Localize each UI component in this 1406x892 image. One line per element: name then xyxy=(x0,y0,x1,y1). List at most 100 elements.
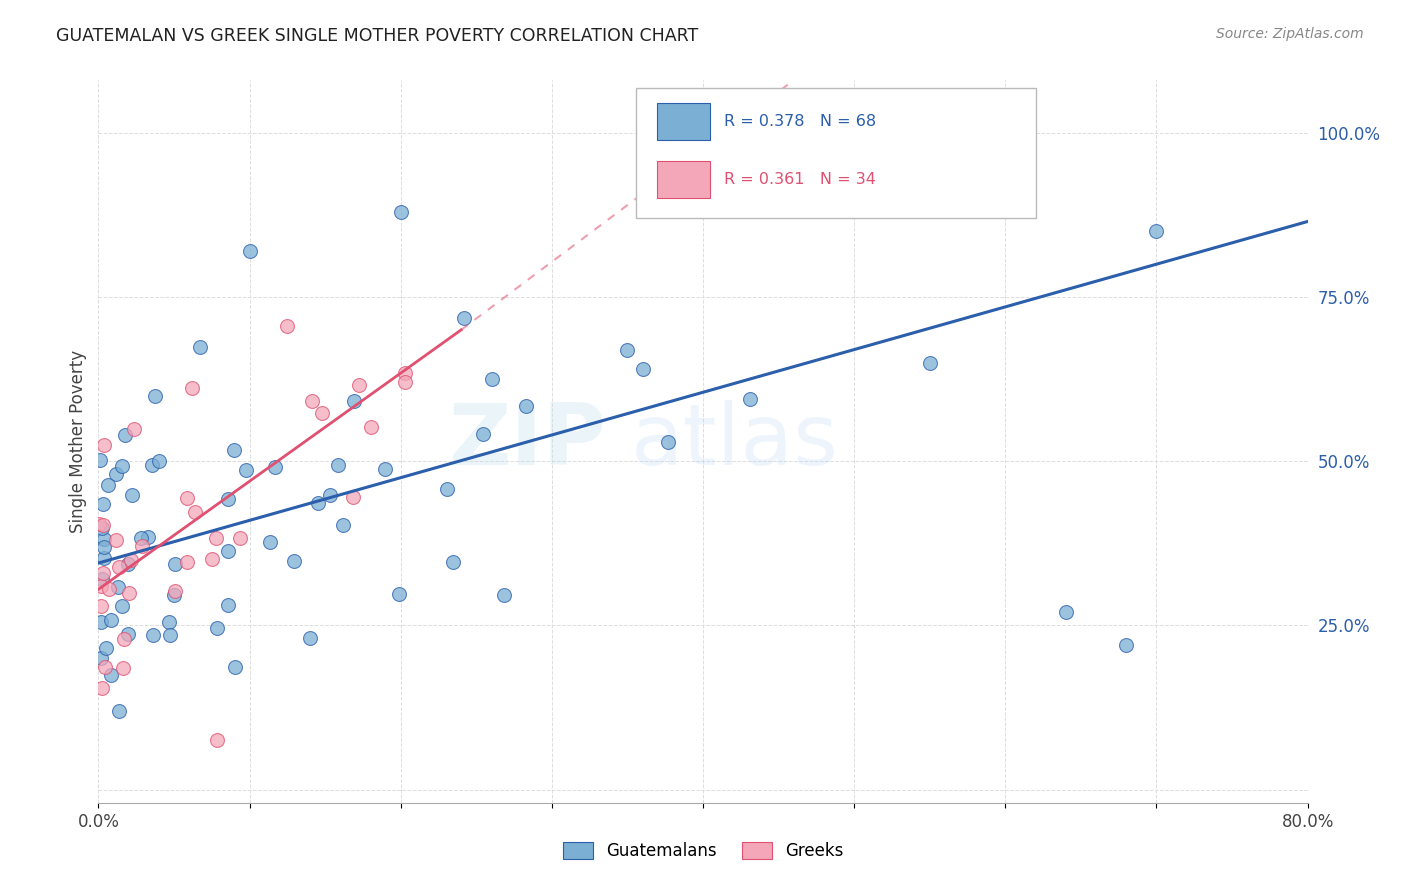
Point xyxy=(129,531,152,545)
Text: ZIP: ZIP xyxy=(449,400,606,483)
Point xyxy=(90,615,112,630)
Point xyxy=(205,732,228,747)
Point xyxy=(481,372,503,386)
Point xyxy=(263,459,285,474)
Point xyxy=(136,530,159,544)
Point xyxy=(207,621,229,635)
Point xyxy=(301,393,323,408)
Text: R = 0.361   N = 34: R = 0.361 N = 34 xyxy=(724,172,876,186)
Point xyxy=(111,458,134,473)
Point xyxy=(90,599,112,613)
Point xyxy=(181,381,204,395)
Point xyxy=(492,588,515,602)
Point xyxy=(515,399,537,413)
Point xyxy=(120,552,142,566)
Point xyxy=(91,521,114,535)
Point xyxy=(93,438,115,452)
Point xyxy=(100,668,122,682)
Point xyxy=(89,516,111,531)
Point xyxy=(142,628,165,642)
Point xyxy=(90,681,112,695)
Point xyxy=(118,585,141,599)
Point xyxy=(93,517,115,532)
Point xyxy=(472,427,495,442)
Point xyxy=(217,543,239,558)
Point xyxy=(332,518,354,533)
Text: GUATEMALAN VS GREEK SINGLE MOTHER POVERTY CORRELATION CHART: GUATEMALAN VS GREEK SINGLE MOTHER POVERT… xyxy=(56,27,699,45)
Legend: Guatemalans, Greeks: Guatemalans, Greeks xyxy=(555,835,851,867)
Point xyxy=(111,599,134,614)
Point xyxy=(307,496,329,510)
Point xyxy=(360,419,382,434)
Point xyxy=(105,533,128,547)
Point xyxy=(114,428,136,442)
Point xyxy=(394,375,416,389)
Point xyxy=(165,583,187,598)
Point xyxy=(93,540,115,554)
Point xyxy=(283,554,305,568)
Point xyxy=(229,531,252,545)
Point xyxy=(117,627,139,641)
Point xyxy=(657,435,679,450)
Point xyxy=(188,340,211,354)
Point xyxy=(108,560,131,574)
Point xyxy=(394,366,416,380)
Point xyxy=(143,389,166,403)
Point xyxy=(176,491,198,505)
Point xyxy=(740,392,762,406)
Point xyxy=(93,551,115,566)
Point xyxy=(107,580,129,594)
Point xyxy=(105,467,128,481)
Point xyxy=(131,539,153,553)
Text: R = 0.378   N = 68: R = 0.378 N = 68 xyxy=(724,114,876,129)
Point xyxy=(122,421,145,435)
Point xyxy=(97,478,120,492)
Point xyxy=(112,661,135,675)
Point xyxy=(141,458,163,472)
Point xyxy=(93,566,115,581)
Point xyxy=(1115,638,1137,652)
Point xyxy=(342,491,364,505)
Point xyxy=(97,582,120,596)
Y-axis label: Single Mother Poverty: Single Mother Poverty xyxy=(69,350,87,533)
Point xyxy=(148,454,170,468)
Point xyxy=(163,587,186,601)
Point xyxy=(239,244,262,258)
FancyBboxPatch shape xyxy=(657,161,710,198)
Point xyxy=(1054,605,1077,619)
FancyBboxPatch shape xyxy=(637,87,1035,218)
Point xyxy=(343,394,366,409)
Point xyxy=(90,579,112,593)
Point xyxy=(89,453,111,467)
Point xyxy=(205,531,228,545)
Point xyxy=(176,555,198,569)
Point xyxy=(319,488,342,502)
Point xyxy=(91,497,114,511)
Point xyxy=(222,443,245,458)
Point xyxy=(235,463,257,477)
Point xyxy=(388,587,411,601)
Point xyxy=(90,651,112,665)
Point xyxy=(93,532,115,546)
Point xyxy=(100,613,122,627)
Point xyxy=(918,356,941,370)
Point xyxy=(1144,224,1167,238)
Point xyxy=(389,204,412,219)
Point xyxy=(163,558,186,572)
Text: atlas: atlas xyxy=(630,400,838,483)
Point xyxy=(259,535,281,549)
Point xyxy=(616,343,638,357)
Point xyxy=(453,311,475,326)
Point xyxy=(217,598,239,612)
Point xyxy=(157,615,180,629)
Point xyxy=(631,362,654,376)
FancyBboxPatch shape xyxy=(657,103,710,140)
Point xyxy=(436,482,458,496)
Point xyxy=(108,704,131,718)
Point xyxy=(94,640,117,655)
Point xyxy=(94,660,117,674)
Point xyxy=(311,406,333,420)
Point xyxy=(347,378,370,392)
Point xyxy=(183,505,205,519)
Point xyxy=(201,551,224,566)
